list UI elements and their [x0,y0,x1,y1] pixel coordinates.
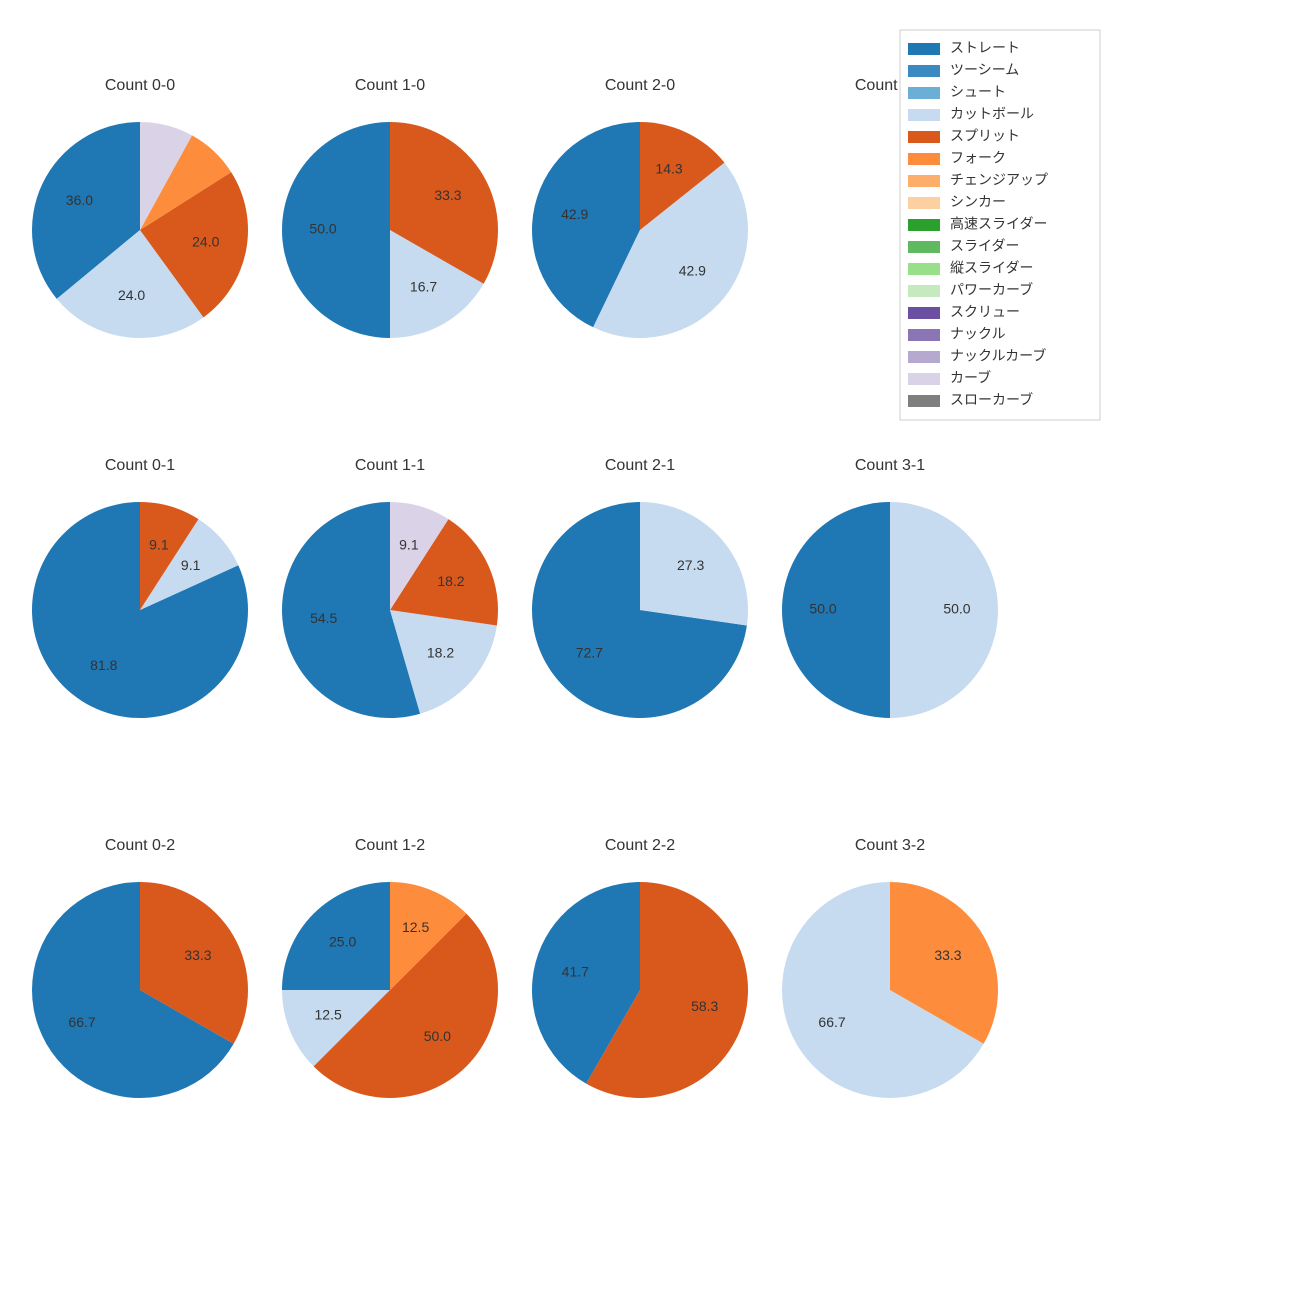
pie-title: Count 0-2 [105,837,175,854]
pie-slice-label: 9.1 [181,557,201,573]
legend-label: フォーク [950,150,1006,166]
pie-slice-label: 18.2 [427,645,454,661]
pie-c00: Count 0-0 36.0 24.0 24.0 [32,77,248,338]
legend-label: スクリュー [950,304,1020,320]
legend-label: シュート [950,84,1006,100]
pie-slice-label: 66.7 [68,1014,95,1030]
pie-title: Count 3-1 [855,457,925,474]
legend-label: カットボール [950,106,1034,122]
pie-slice-label: 9.1 [399,536,419,552]
pie-title: Count 1-2 [355,837,425,854]
legend-swatch [908,153,940,165]
pie-c32: Count 3-2 66.7 33.3 [782,837,998,1098]
legend-swatch [908,219,940,231]
legend-swatch [908,307,940,319]
pie-slice-label: 36.0 [66,192,93,208]
legend-label: ナックルカーブ [950,348,1046,364]
pie-title: Count 2-1 [605,457,675,474]
legend-swatch [908,351,940,363]
pie-slice-label: 72.7 [576,645,603,661]
legend-swatch [908,395,940,407]
pie-slice-label: 41.7 [562,963,589,979]
pie-slice-label: 58.3 [691,998,718,1014]
legend-swatch [908,43,940,55]
pie-slice-label: 50.0 [809,601,836,617]
pie-c22: Count 2-2 41.7 58.3 [532,837,748,1098]
pie-title: Count 2-0 [605,77,675,94]
pie-slice-label: 14.3 [655,160,682,176]
pie-slice-label: 27.3 [677,557,704,573]
pie-c01: Count 0-1 81.8 9.1 9.1 [32,457,248,718]
pie-c11: Count 1-1 54.5 18.2 18.2 9.1 [282,457,498,718]
legend-swatch [908,65,940,77]
legend-label: 縦スライダー [950,260,1033,276]
legend-label: スライダー [950,238,1019,254]
pie-slice-label: 33.3 [934,947,961,963]
pie-slice-label: 50.0 [943,601,970,617]
pie-slice-label: 42.9 [561,206,588,222]
pie-c10: Count 1-0 50.0 16.7 33.3 [282,77,498,338]
pie-c02: Count 0-2 66.7 33.3 [32,837,248,1098]
pie-slice-label: 66.7 [818,1014,845,1030]
pie-slice-label: 18.2 [437,573,464,589]
pie-slice-label: 33.3 [184,947,211,963]
pie-slice-label: 33.3 [434,187,461,203]
legend-label: スプリット [950,128,1020,144]
legend-swatch [908,373,940,385]
legend: ストレートツーシームシュートカットボールスプリットフォークチェンジアップシンカー… [900,30,1100,420]
pie-slice-label: 12.5 [315,1006,342,1022]
pie-slice-label: 81.8 [90,657,117,673]
legend-swatch [908,329,940,341]
pie-slice-label: 12.5 [402,919,429,935]
legend-label: ストレート [950,40,1020,56]
legend-swatch [908,241,940,253]
pie-c31: Count 3-1 50.0 50.0 [782,457,998,718]
legend-swatch [908,109,940,121]
legend-label: ナックル [950,326,1006,342]
pie-slice-label: 42.9 [679,262,706,278]
pie-title: Count 2-2 [605,837,675,854]
legend-label: ツーシーム [950,62,1019,78]
legend-swatch [908,197,940,209]
pie-slice-label: 50.0 [424,1028,451,1044]
pie-slice-label: 24.0 [192,233,219,249]
legend-label: シンカー [950,194,1006,210]
legend-label: カーブ [950,370,991,386]
pie-title: Count 0-1 [105,457,175,474]
pie-title: Count 1-0 [355,77,425,94]
legend-label: チェンジアップ [950,172,1048,188]
pie-grid: Count 0-0 36.0 24.0 24.0 Count 1-0 50.0 16.7 33… [0,0,1300,1300]
legend-label: 高速スライダー [950,216,1047,232]
legend-label: パワーカーブ [950,282,1033,298]
pie-slice-label: 25.0 [329,933,356,949]
pie-title: Count 0-0 [105,77,175,94]
pie-slice-label: 24.0 [118,287,145,303]
legend-swatch [908,285,940,297]
legend-swatch [908,175,940,187]
pie-slice-label: 54.5 [310,610,337,626]
pie-slice-label: 9.1 [149,536,169,552]
pie-slice-label: 50.0 [309,221,336,237]
pie-c12: Count 1-2 25.0 12.5 50.0 12.5 [282,837,498,1098]
legend-swatch [908,87,940,99]
pie-slice-label: 16.7 [410,279,437,295]
legend-swatch [908,131,940,143]
pie-title: Count 3-2 [855,837,925,854]
pie-title: Count 1-1 [355,457,425,474]
pie-c20: Count 2-0 42.9 42.9 14.3 [532,77,748,338]
legend-label: スローカーブ [950,392,1033,408]
pie-c21: Count 2-1 72.7 27.3 [532,457,748,718]
legend-swatch [908,263,940,275]
